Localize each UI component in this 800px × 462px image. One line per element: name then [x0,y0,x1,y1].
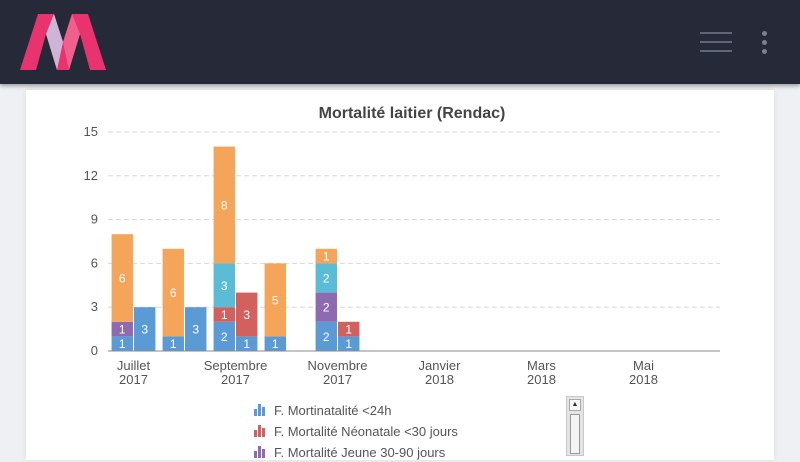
bar-value-label: 1 [323,250,330,264]
bar-value-label: 5 [272,293,279,307]
mortality-chart: Mortalité laitier (Rendac) 1163163213813… [84,105,720,387]
y-tick-label: 15 [84,124,98,139]
bar-value-label: 1 [345,323,352,337]
bar-segment[interactable] [338,321,360,337]
kebab-menu-icon[interactable] [758,30,772,56]
bar-value-label: 3 [243,308,250,322]
bar-segment[interactable] [162,248,184,337]
chart-card [26,90,774,460]
bar-value-label: 6 [119,272,126,286]
x-tick-label: Mai 2018 [629,358,658,387]
bar-value-label: 3 [141,323,148,337]
x-tick-label: Mars 2018 [527,358,556,387]
app-header [0,0,800,84]
bar-value-label: 2 [221,330,228,344]
bar-segment[interactable] [338,336,360,351]
bar-value-label: 3 [221,279,228,293]
bar-segment[interactable] [185,307,207,351]
bar-segment[interactable] [264,263,286,337]
scroll-up-arrow-icon[interactable]: ▲ [569,399,581,411]
app-logo[interactable] [20,14,106,70]
y-tick-label: 0 [91,343,98,358]
legend-item[interactable]: F. Mortinatalité <24h [254,400,391,420]
bar-value-label: 1 [221,308,228,322]
x-tick-label: Novembre 2017 [308,358,368,387]
bar-value-label: 1 [119,337,126,351]
bar-segment[interactable] [134,307,156,351]
bar-chart-icon [254,424,268,438]
scroll-thumb[interactable] [570,414,580,454]
x-tick-label: Septembre 2017 [204,358,268,387]
bar-segment[interactable] [213,321,235,351]
hamburger-menu-icon[interactable] [700,30,736,54]
bar-segment[interactable] [236,336,258,351]
bar-segment[interactable] [315,321,337,351]
x-tick-label: Juillet 2017 [117,358,151,387]
bar-chart-icon [254,403,268,417]
legend-scrollbar[interactable]: ▲ [566,396,584,456]
y-tick-label: 6 [91,255,98,270]
legend-label: F. Mortalité Jeune 30-90 jours [274,444,446,460]
bar-value-label: 8 [221,199,228,213]
bar-value-label: 1 [170,337,177,351]
bar-value-label: 1 [243,337,250,351]
chart-title: Mortalité laitier (Rendac) [319,105,506,122]
bar-value-label: 6 [170,286,177,300]
legend-label: F. Mortinatalité <24h [274,402,392,418]
bar-segment[interactable] [236,292,258,337]
bar-value-label: 2 [323,301,330,315]
y-tick-label: 3 [91,299,98,314]
bar-segment[interactable] [111,234,133,322]
bar-value-label: 3 [192,323,199,337]
bar-segment[interactable] [213,146,235,264]
bar-segment[interactable] [162,336,184,351]
bar-value-label: 1 [345,337,352,351]
bar-segment[interactable] [111,321,133,337]
bar-value-label: 1 [119,323,126,337]
legend-item[interactable]: F. Mortalité Néonatale <30 jours [254,421,458,441]
y-tick-label: 12 [84,168,98,183]
x-tick-label: Janvier 2018 [419,358,462,387]
legend-item[interactable]: F. Mortalité Jeune 30-90 jours [254,442,445,462]
bar-segment[interactable] [111,336,133,351]
legend-label: F. Mortalité Néonatale <30 jours [274,423,458,439]
bar-chart-icon [254,445,268,459]
bar-value-label: 2 [323,330,330,344]
bar-value-label: 1 [272,337,279,351]
bar-segment[interactable] [213,307,235,322]
bar-segment[interactable] [315,292,337,322]
y-tick-label: 9 [91,212,98,227]
bar-segment[interactable] [264,336,286,351]
bar-segment[interactable] [315,248,337,264]
bar-segment[interactable] [315,263,337,293]
bar-value-label: 2 [323,272,330,286]
bar-segment[interactable] [213,263,235,308]
